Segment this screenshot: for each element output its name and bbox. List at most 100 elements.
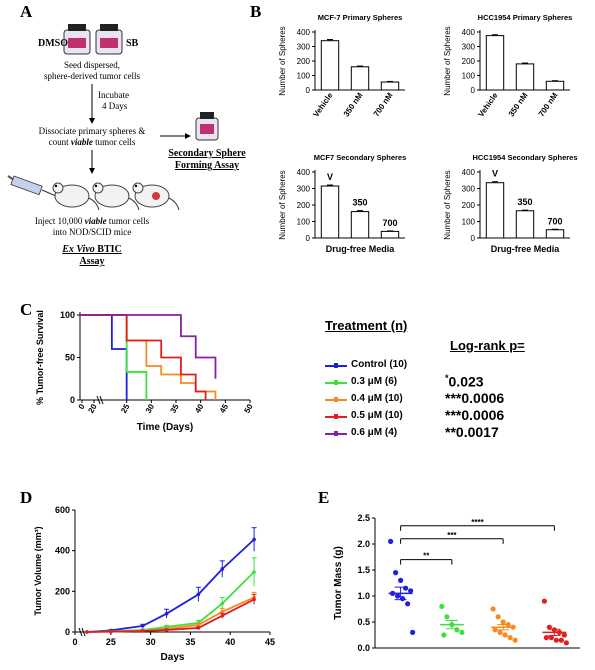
data-point (405, 601, 411, 607)
y-tick-label: 100 (297, 72, 311, 81)
bar (545, 80, 565, 91)
data-point (561, 632, 567, 638)
x-axis-label: Drug-free Media (491, 244, 561, 254)
secondary-bottle-icon (195, 112, 219, 141)
logrank-p-value: **0.0017 (445, 424, 499, 440)
data-point (454, 627, 460, 633)
y-tick-label: 400 (297, 28, 311, 37)
data-point (563, 640, 569, 646)
significance-stars: **** (471, 518, 484, 527)
bar (380, 81, 400, 91)
legend-item: 0.6 μM (4) **0.0017 (325, 424, 585, 442)
y-tick-label: 200 (297, 201, 311, 210)
y-tick-label: 1.5 (357, 565, 370, 575)
logrank-p-value: ***0.0006 (445, 407, 504, 423)
bar-chart-mcf7-primary: MCF-7 Primary Spheres Number of Spheres 0 1… (278, 13, 405, 119)
data-point (497, 629, 503, 635)
survival-line (80, 314, 207, 400)
data-point (502, 632, 508, 638)
p-value-number: 0.0017 (455, 424, 499, 440)
survival-line (80, 314, 148, 400)
significance-stars: *** (445, 407, 462, 423)
chart-title: MCF7 Secondary Spheres (314, 153, 407, 162)
y-tick-label: 50 (65, 353, 75, 363)
data-point (140, 624, 145, 628)
significance-stars: * (445, 373, 449, 383)
y-axis-label: Number of Spheres (278, 170, 287, 239)
workflow-schematic: DMSO SB Seed dispersed, sphere-derived t… (7, 24, 246, 267)
data-point (196, 626, 201, 630)
data-point (140, 629, 145, 633)
volume-line (86, 571, 255, 633)
chart-title: HCC1954 Secondary Spheres (472, 153, 577, 162)
y-axis-label: % Tumor-free Survival (35, 310, 45, 405)
panel-letter-c: C (20, 300, 33, 319)
secondary-assay-line1: Secondary Sphere (168, 148, 246, 159)
bar-label: 350 (517, 197, 532, 207)
legend-item: 0.5 μM (10) ***0.0006 (325, 407, 585, 425)
x-tick-label: 35 (185, 637, 195, 647)
data-point (546, 624, 552, 630)
data-point (507, 635, 513, 641)
data-point (439, 603, 445, 609)
y-axis-label: Number of Spheres (278, 26, 287, 95)
data-point (252, 570, 256, 574)
data-point (196, 623, 201, 627)
y-tick-label: 400 (55, 546, 70, 556)
data-point (541, 598, 547, 604)
x-tick-label: 35 (168, 402, 181, 415)
chart-title: MCF-7 Primary Spheres (318, 13, 403, 22)
y-tick-label: 300 (462, 43, 476, 52)
axis-break (96, 395, 101, 405)
data-point (548, 635, 554, 641)
data-point (553, 637, 559, 643)
tumor-mass-chart: Tumor Mass (g)0.00.51.01.52.02.5********… (333, 513, 580, 653)
y-tick-label: 300 (462, 185, 476, 194)
x-axis-label: Drug-free Media (326, 244, 396, 254)
legend-marker (334, 380, 338, 385)
y-tick-label: 200 (462, 57, 476, 66)
y-tick-label: 0 (70, 395, 75, 405)
step-dissociate-line1: Dissociate primary spheres & (39, 126, 146, 136)
data-point (441, 632, 447, 638)
data-point (410, 629, 416, 635)
sb-label: SB (126, 38, 139, 49)
legend-marker (334, 431, 338, 436)
exvivo-line2: Assay (79, 256, 104, 267)
y-tick-label: 0 (471, 86, 476, 95)
bar (485, 35, 505, 91)
panel-letter-d: D (20, 488, 33, 507)
volume-line (86, 538, 255, 633)
incubate-line1: Incubate (98, 90, 129, 100)
data-point (492, 627, 498, 633)
y-tick-label: 0 (65, 627, 70, 637)
logrank-p-value: ***0.0006 (445, 390, 504, 406)
x-tick-label: 0 (72, 637, 77, 647)
x-tick-label: Vehicle (311, 91, 335, 119)
legend-item: 0.3 μM (6) *0.023 (325, 373, 585, 391)
y-tick-label: 400 (297, 168, 311, 177)
step-dissociate-line2: count viable tumor cells (49, 137, 136, 147)
inject-line2: into NOD/SCID mice (53, 227, 132, 237)
y-tick-label: 100 (60, 310, 75, 320)
y-tick-label: 200 (297, 57, 311, 66)
legend-item: 0.4 μM (10) ***0.0006 (325, 390, 585, 408)
incubate-line2: 4 Days (102, 101, 128, 111)
x-tick-label: 700 nM (372, 91, 395, 119)
bar (515, 63, 535, 91)
legend-label: Control (10) (351, 359, 408, 370)
y-tick-label: 1.0 (357, 591, 370, 601)
legend-label: 0.6 μM (4) (351, 427, 398, 438)
data-point (109, 629, 113, 634)
x-tick-label: 25 (106, 637, 116, 647)
legend-title: Treatment (n) (325, 318, 408, 333)
p-value-number: 0.0006 (461, 390, 505, 406)
data-point (490, 606, 496, 612)
data-point (85, 630, 89, 634)
data-point (388, 538, 394, 544)
data-point (500, 619, 506, 625)
mouse-icon (92, 182, 140, 211)
panel-letter-b: B (250, 2, 262, 21)
step-seed-line2: sphere-derived tumor cells (44, 71, 140, 81)
data-point (495, 614, 501, 620)
